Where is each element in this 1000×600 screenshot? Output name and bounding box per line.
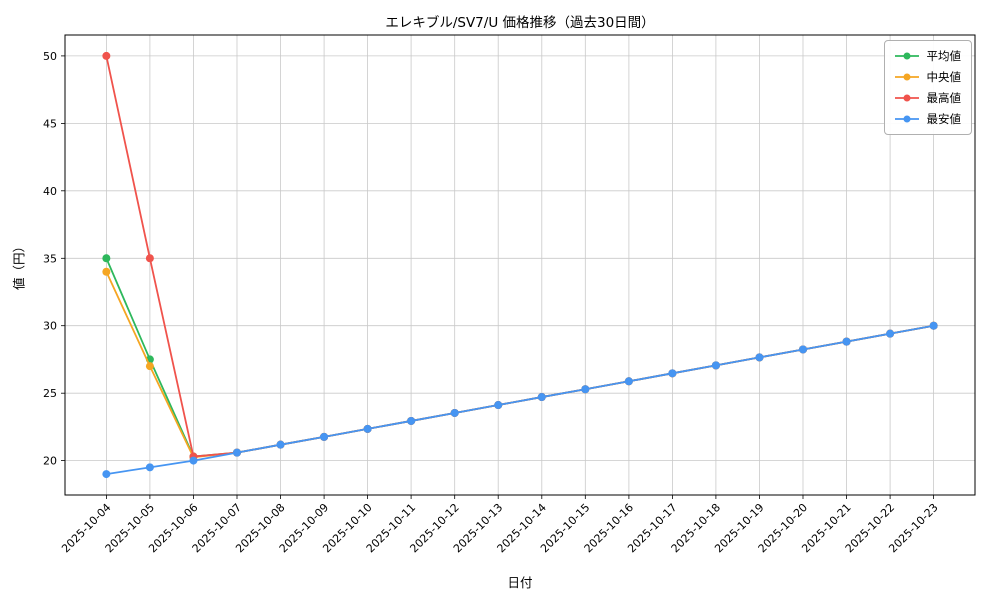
series-markers-highest xyxy=(102,51,938,461)
legend-label-median: 中央値 xyxy=(926,70,962,84)
series-line-highest xyxy=(105,55,934,458)
series-line-average xyxy=(105,257,934,458)
legend-item-lowest: 最安値 xyxy=(894,111,962,127)
legend-swatch-average xyxy=(894,52,919,60)
chart-title: エレキブル/SV7/U 価格推移（過去30日間） xyxy=(385,15,655,31)
legend-item-highest: 最高値 xyxy=(894,90,962,106)
legend-label-highest: 最高値 xyxy=(926,91,962,105)
x-axis-label: 日付 xyxy=(507,575,533,590)
y-axis-label: 値（円） xyxy=(11,239,27,291)
y-tick-label: 40 xyxy=(43,185,57,198)
y-tick-label: 30 xyxy=(43,320,57,333)
y-tick-label: 45 xyxy=(43,117,57,130)
legend-swatch-median xyxy=(894,73,919,81)
y-tick-label: 20 xyxy=(43,455,57,468)
series-line-lowest xyxy=(106,324,934,475)
series-line-median xyxy=(105,271,934,459)
y-tick-label: 50 xyxy=(43,50,57,63)
legend-swatch-lowest xyxy=(894,115,919,123)
plot-border xyxy=(64,34,976,496)
legend-swatch-highest xyxy=(894,94,919,102)
legend-label-lowest: 最安値 xyxy=(926,112,962,126)
legend-label-average: 平均値 xyxy=(926,49,962,63)
legend-item-average: 平均値 xyxy=(894,48,962,64)
legend: 平均値中央値最高値最安値 xyxy=(883,40,972,135)
series-markers-lowest xyxy=(102,321,938,479)
series-markers-median xyxy=(102,267,938,462)
y-tick-label: 25 xyxy=(43,387,57,400)
legend-item-median: 中央値 xyxy=(894,69,962,85)
y-tick-label: 35 xyxy=(43,252,57,265)
series-markers-average xyxy=(102,254,938,461)
